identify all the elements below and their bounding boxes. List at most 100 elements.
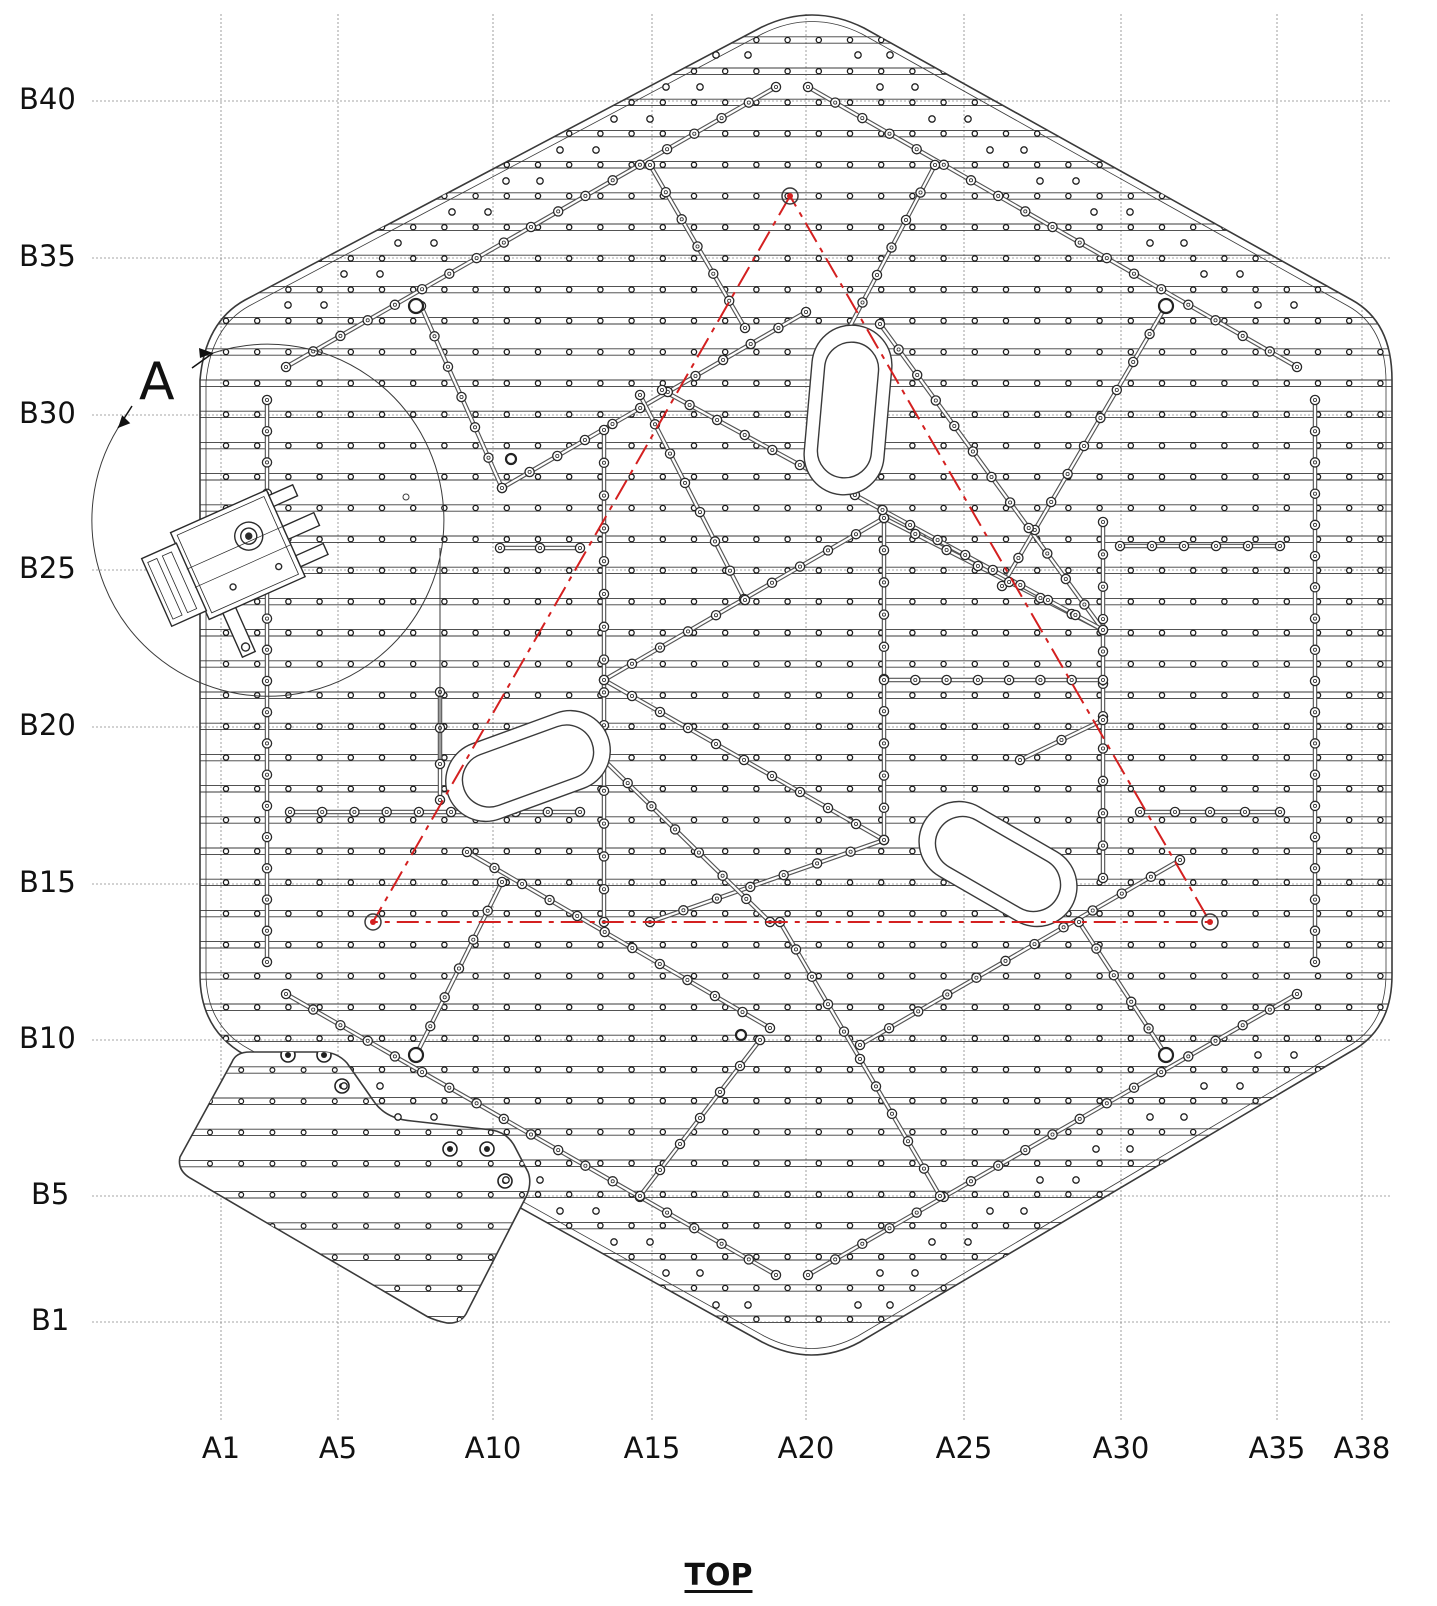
mounting-hole-icon	[441, 1035, 448, 1042]
fitting-icon	[1309, 738, 1321, 749]
mounting-hole-icon	[1283, 1315, 1291, 1323]
mounting-hole-icon	[1189, 1035, 1197, 1042]
mounting-hole-icon	[846, 723, 854, 730]
mounting-hole-icon	[347, 1284, 355, 1292]
fitting-icon	[911, 1207, 922, 1218]
mounting-hole-icon	[971, 36, 979, 44]
fitting-center	[685, 978, 690, 983]
fitting-center	[657, 962, 662, 967]
mounting-hole-icon	[316, 411, 323, 418]
fitting-icon	[1237, 330, 1248, 342]
mounting-hole-icon	[753, 1128, 760, 1136]
mounting-hole-icon	[1377, 161, 1384, 169]
mounting-hole-icon	[253, 691, 261, 699]
mounting-hole-icon	[1127, 1035, 1135, 1042]
mounting-hole-icon	[285, 972, 292, 980]
fitting-icon	[442, 361, 454, 372]
mounting-hole-icon	[1189, 941, 1197, 949]
mounting-hole-icon	[659, 286, 667, 293]
mounting-hole-icon	[1065, 1003, 1072, 1011]
fitting-center	[630, 946, 635, 951]
fitting-icon	[1134, 806, 1146, 818]
fitting-icon	[743, 1254, 755, 1265]
mounting-hole-icon	[1096, 473, 1103, 481]
mounting-hole-icon	[659, 879, 667, 886]
mounting-hole-icon	[409, 36, 417, 44]
fitting-icon	[1274, 806, 1286, 818]
fitting-center	[860, 300, 865, 305]
mounting-hole-icon	[316, 1035, 323, 1042]
mounting-hole-icon	[472, 972, 479, 980]
mounting-hole-icon	[753, 1159, 760, 1167]
mounting-hole-icon	[815, 1159, 823, 1167]
fitting-icon	[496, 482, 508, 494]
mounting-hole-icon	[316, 972, 323, 980]
fitting-center	[858, 1057, 863, 1062]
fitting-icon	[764, 1022, 776, 1034]
mounting-hole-icon	[503, 691, 511, 699]
fitting-icon	[724, 565, 736, 576]
fitting-center	[578, 546, 583, 551]
mounting-hole-icon	[1002, 1222, 1010, 1229]
fitting-center	[1313, 866, 1318, 871]
fitting-center	[602, 678, 607, 683]
mounting-hole-icon	[503, 255, 511, 262]
fitting-center	[474, 1101, 479, 1106]
mounting-hole-icon	[909, 1097, 916, 1105]
slot-stub-icon	[1254, 1051, 1262, 1059]
mounting-hole-icon	[1033, 1191, 1041, 1198]
fitting-center	[692, 1226, 697, 1231]
mounting-hole-icon	[285, 411, 292, 418]
mounting-hole-icon	[1314, 1253, 1322, 1261]
fitting-center	[630, 694, 635, 699]
fitting-icon	[261, 613, 273, 624]
mounting-hole-icon	[784, 379, 791, 387]
mounting-hole-icon	[503, 379, 511, 387]
mounting-hole-icon	[425, 1254, 432, 1261]
mounting-hole-icon	[1127, 1284, 1135, 1292]
mounting-hole-icon	[1189, 473, 1197, 481]
mounting-hole-icon	[534, 1035, 542, 1042]
mounting-hole-icon	[472, 567, 479, 574]
fitting-center	[848, 849, 853, 854]
mounting-hole-icon	[565, 1097, 573, 1105]
fitting-icon	[1274, 540, 1286, 552]
fitting-icon	[1060, 573, 1072, 585]
mounting-hole-icon	[1221, 754, 1228, 761]
mounting-hole-icon	[940, 1128, 947, 1136]
mounting-hole-icon	[1096, 1315, 1103, 1323]
mounting-hole-icon	[1345, 1159, 1353, 1167]
mounting-hole-icon	[503, 941, 511, 949]
mounting-hole-icon	[316, 847, 323, 855]
mounting-hole-icon	[565, 847, 573, 855]
mounting-hole-icon	[534, 473, 542, 481]
fitting-icon	[1183, 1051, 1194, 1062]
mounting-hole-icon	[628, 1128, 635, 1136]
mounting-hole-icon	[1283, 816, 1291, 824]
mounting-hole-icon	[565, 1222, 573, 1229]
fitting-icon	[489, 862, 500, 874]
mounting-hole-icon	[1221, 1253, 1228, 1261]
fitting-center	[442, 995, 447, 1000]
mounting-hole-icon	[487, 1066, 494, 1073]
mounting-hole-icon	[971, 1035, 979, 1042]
mounting-hole-icon	[628, 879, 635, 886]
mounting-hole-icon	[1096, 67, 1103, 75]
fitting-icon	[496, 876, 508, 888]
mounting-hole-icon	[877, 910, 885, 917]
fitting-icon	[1309, 457, 1321, 468]
fitting-icon	[335, 1019, 346, 1031]
fitting-icon	[1309, 488, 1321, 499]
mounting-hole-icon	[1127, 629, 1135, 637]
mounting-hole-icon	[628, 816, 635, 824]
fitting-icon	[878, 802, 890, 814]
mounting-hole-icon	[487, 1254, 494, 1261]
fitting-icon	[598, 555, 610, 567]
mounting-hole-icon	[753, 847, 760, 855]
mounting-hole-icon	[909, 36, 916, 44]
fitting-icon	[674, 1138, 686, 1150]
slot-stub-icon	[610, 1238, 618, 1246]
fitting-center	[602, 592, 607, 597]
mounting-hole-icon	[971, 1097, 979, 1105]
mounting-hole-icon	[753, 67, 760, 75]
